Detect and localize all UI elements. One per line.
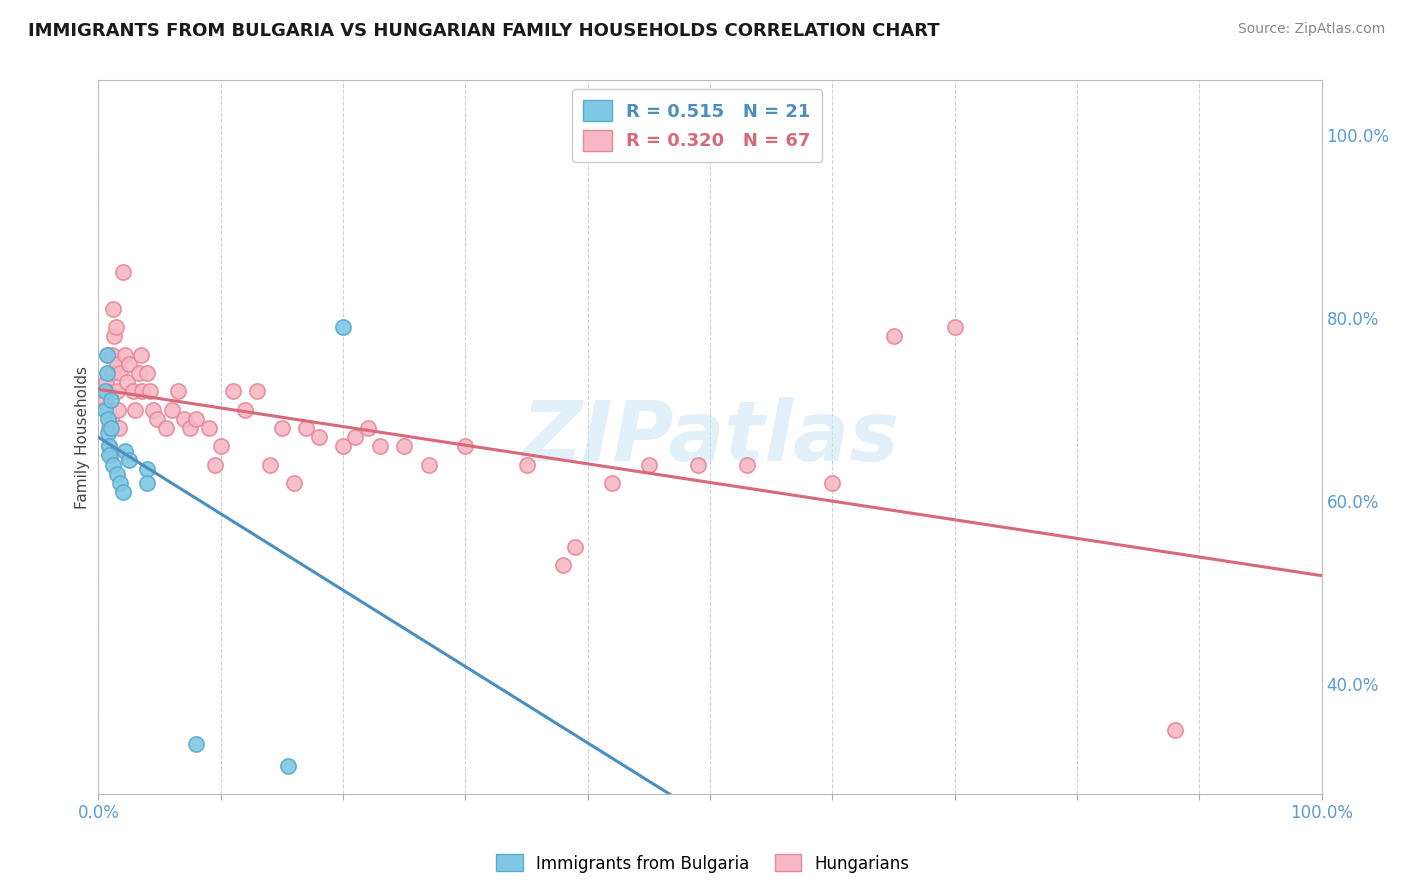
Point [173,411,195,425]
Point [96,384,118,399]
Point [96,366,118,380]
Point [136,462,159,476]
Point [100,421,122,435]
Point [943,320,966,334]
Point [105,357,128,371]
Point [93,402,115,417]
Point [111,485,134,500]
Point [295,421,318,435]
Point [97,411,120,425]
Point [121,384,143,399]
Y-axis label: Family Households: Family Households [75,366,90,508]
Point [638,458,661,472]
Point [735,458,758,472]
Point [107,402,129,417]
Point [142,402,165,417]
Text: IMMIGRANTS FROM BULGARIA VS HUNGARIAN FAMILY HOUSEHOLDS CORRELATION CHART: IMMIGRANTS FROM BULGARIA VS HUNGARIAN FA… [28,22,939,40]
Point [124,402,146,417]
Point [209,439,232,453]
Point [883,329,905,343]
Point [344,430,367,444]
Point [454,439,477,453]
Point [233,402,256,417]
Point [204,458,226,472]
Point [167,384,190,399]
Point [104,320,127,334]
Point [101,366,124,380]
Point [308,430,330,444]
Point [94,375,117,389]
Point [600,475,623,490]
Point [98,439,121,453]
Point [114,348,136,362]
Point [131,384,153,399]
Point [259,458,281,472]
Point [100,411,122,425]
Point [418,458,440,472]
Point [222,384,245,399]
Point [93,384,115,399]
Point [277,759,299,773]
Point [1164,723,1187,737]
Point [98,449,121,463]
Point [105,384,128,399]
Point [186,737,208,751]
Point [197,421,219,435]
Point [114,443,136,458]
Point [100,393,122,408]
Point [100,449,122,463]
Point [136,366,159,380]
Point [270,421,294,435]
Point [356,421,378,435]
Point [103,329,125,343]
Point [160,402,183,417]
Point [110,366,132,380]
Point [98,421,121,435]
Point [392,439,416,453]
Point [332,439,354,453]
Text: ZIPatlas: ZIPatlas [522,397,898,477]
Point [146,411,169,425]
Point [155,421,177,435]
Point [118,453,141,467]
Point [108,421,131,435]
Legend: Immigrants from Bulgaria, Hungarians: Immigrants from Bulgaria, Hungarians [489,847,917,880]
Point [115,375,138,389]
Point [553,558,575,573]
Point [136,475,159,490]
Point [101,458,124,472]
Point [186,411,208,425]
Point [179,421,201,435]
Point [97,402,120,417]
Point [515,458,537,472]
Point [110,475,132,490]
Point [118,357,141,371]
Point [139,384,162,399]
Point [368,439,391,453]
Point [93,393,115,408]
Point [564,540,586,554]
Point [97,348,120,362]
Point [128,366,150,380]
Legend: R = 0.515   N = 21, R = 0.320   N = 67: R = 0.515 N = 21, R = 0.320 N = 67 [572,89,821,161]
Point [129,348,152,362]
Point [686,458,709,472]
Point [111,265,134,279]
Point [821,475,844,490]
Point [98,439,121,453]
Point [101,348,124,362]
Point [97,425,120,440]
Text: Source: ZipAtlas.com: Source: ZipAtlas.com [1237,22,1385,37]
Point [105,467,128,481]
Point [101,301,124,316]
Point [332,320,354,334]
Point [96,348,118,362]
Point [283,475,305,490]
Point [246,384,269,399]
